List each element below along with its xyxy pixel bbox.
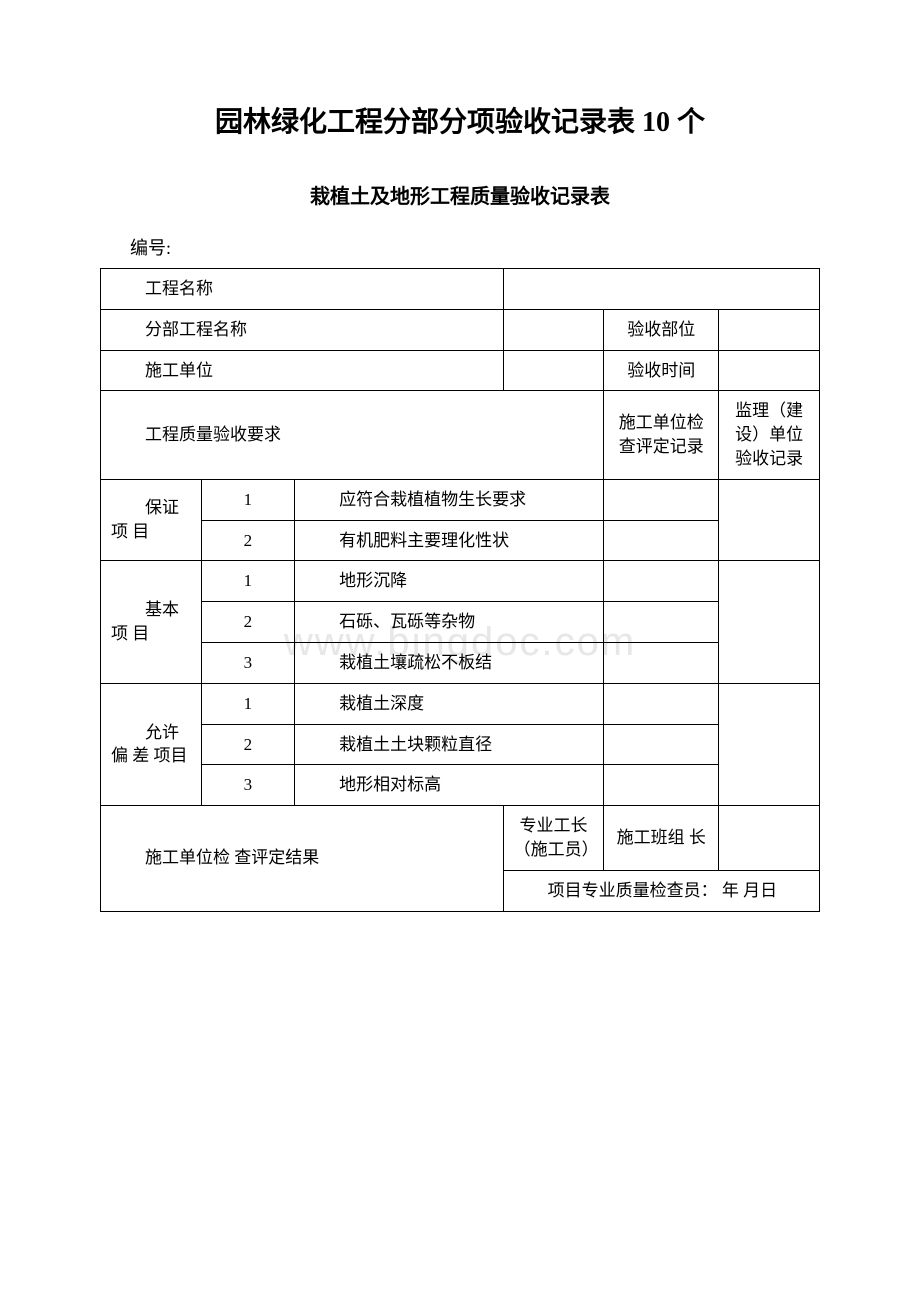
page-title: 园林绿化工程分部分项验收记录表 10 个 xyxy=(100,100,820,140)
cell-check-value xyxy=(604,765,719,806)
cell-deviation-label: 允许偏 差 项目 xyxy=(101,683,202,805)
cell-inspector-line: 项目专业质量检查员： 年 月日 xyxy=(503,870,819,911)
page-subtitle: 栽植土及地形工程质量验收记录表 xyxy=(100,180,820,209)
cell-check-value xyxy=(604,602,719,643)
cell-construction-check-label: 施工单位检查评定记录 xyxy=(604,391,719,479)
inspection-table: 工程名称 分部工程名称 验收部位 施工单位 验收时间 工程质量验收要求 施工单位… xyxy=(100,268,820,912)
table-row: 施工单位 验收时间 xyxy=(101,350,820,391)
cell-num: 1 xyxy=(201,683,294,724)
table-row: 施工单位检 查评定结果 专业工长 （施工员） 施工班组 长 xyxy=(101,806,820,871)
cell-check-value xyxy=(604,561,719,602)
table-row: 2 栽植土土块颗粒直径 xyxy=(101,724,820,765)
cell-num: 1 xyxy=(201,561,294,602)
cell-num: 2 xyxy=(201,602,294,643)
table-row: 保证项 目 1 应符合栽植植物生长要求 xyxy=(101,479,820,520)
cell-project-name-label: 工程名称 xyxy=(101,269,504,310)
cell-acceptance-location-value xyxy=(719,309,820,350)
table-row: 3 地形相对标高 xyxy=(101,765,820,806)
cell-acceptance-location-label: 验收部位 xyxy=(604,309,719,350)
table-row: 2 有机肥料主要理化性状 xyxy=(101,520,820,561)
document-content: 园林绿化工程分部分项验收记录表 10 个 栽植土及地形工程质量验收记录表 编号:… xyxy=(100,100,820,912)
cell-team-leader-label: 施工班组 长 xyxy=(604,806,719,871)
cell-supervision-value xyxy=(719,479,820,561)
table-row: 允许偏 差 项目 1 栽植土深度 xyxy=(101,683,820,724)
cell-check-value xyxy=(604,479,719,520)
cell-acceptance-time-label: 验收时间 xyxy=(604,350,719,391)
cell-inspection-result-label: 施工单位检 查评定结果 xyxy=(101,806,504,911)
cell-desc: 栽植土壤疏松不板结 xyxy=(295,642,604,683)
cell-supervision-value xyxy=(719,561,820,683)
cell-acceptance-time-value xyxy=(719,350,820,391)
cell-supervision-label: 监理（建设）单位验收记录 xyxy=(719,391,820,479)
cell-subproject-value xyxy=(503,309,604,350)
cell-check-value xyxy=(604,724,719,765)
cell-construction-unit-label: 施工单位 xyxy=(101,350,504,391)
cell-check-value xyxy=(604,520,719,561)
cell-num: 2 xyxy=(201,520,294,561)
cell-num: 2 xyxy=(201,724,294,765)
cell-basic-label: 基本项 目 xyxy=(101,561,202,683)
cell-desc: 地形相对标高 xyxy=(295,765,604,806)
cell-check-value xyxy=(604,642,719,683)
table-row: 3 栽植土壤疏松不板结 xyxy=(101,642,820,683)
cell-project-name-value xyxy=(503,269,819,310)
cell-check-value xyxy=(604,683,719,724)
table-row: 工程名称 xyxy=(101,269,820,310)
cell-desc: 地形沉降 xyxy=(295,561,604,602)
cell-desc: 栽植土深度 xyxy=(295,683,604,724)
cell-num: 1 xyxy=(201,479,294,520)
table-row: 2 石砾、瓦砾等杂物 xyxy=(101,602,820,643)
cell-quality-requirement-label: 工程质量验收要求 xyxy=(101,391,604,479)
cell-team-leader-value xyxy=(719,806,820,871)
cell-num: 3 xyxy=(201,765,294,806)
cell-construction-unit-value xyxy=(503,350,604,391)
table-row: 基本项 目 1 地形沉降 xyxy=(101,561,820,602)
cell-guarantee-label: 保证项 目 xyxy=(101,479,202,561)
cell-supervision-value xyxy=(719,683,820,805)
cell-desc: 石砾、瓦砾等杂物 xyxy=(295,602,604,643)
table-row: 工程质量验收要求 施工单位检查评定记录 监理（建设）单位验收记录 xyxy=(101,391,820,479)
cell-desc: 栽植土土块颗粒直径 xyxy=(295,724,604,765)
cell-desc: 应符合栽植植物生长要求 xyxy=(295,479,604,520)
serial-label: 编号: xyxy=(100,234,820,260)
cell-num: 3 xyxy=(201,642,294,683)
cell-foreman-label: 专业工长 （施工员） xyxy=(503,806,604,871)
cell-desc: 有机肥料主要理化性状 xyxy=(295,520,604,561)
cell-subproject-label: 分部工程名称 xyxy=(101,309,504,350)
table-row: 分部工程名称 验收部位 xyxy=(101,309,820,350)
